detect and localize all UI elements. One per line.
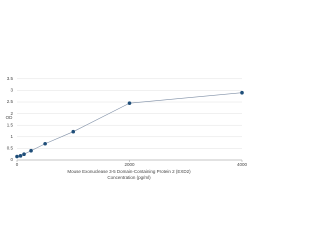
point [29, 148, 33, 153]
point [43, 141, 47, 146]
y-tick-label: 2.5 [7, 99, 14, 104]
point [71, 129, 76, 134]
x-tick-label: 4000 [237, 162, 248, 167]
x-tick-label: 0 [16, 162, 19, 167]
point [22, 152, 26, 156]
y-tick-label: 0 [10, 157, 13, 162]
x-axis-label: Mouse Exonuclease 3-5 Domain-Containing … [67, 169, 191, 174]
y-tick-label: 1.5 [7, 122, 14, 127]
y-tick-label: 1 [10, 134, 13, 139]
point [127, 101, 132, 105]
point [240, 90, 244, 95]
y-tick-label: 0.5 [7, 146, 14, 151]
y-tick-label: 3 [10, 88, 13, 93]
chart: OD Mouse Exonuclease 3-5 Domain-Containi… [6, 76, 248, 180]
x-axis-label: Concentration (pg/ml) [107, 175, 151, 180]
x-tick-label: 2000 [124, 162, 135, 167]
point [18, 154, 23, 158]
y-axis-label: OD [6, 115, 14, 120]
page: {"chart_data": {"type": "line", "x_label… [5, 75, 248, 181]
point [15, 154, 19, 159]
y-tick-label: 3.5 [7, 76, 14, 81]
y-tick-label: 2 [10, 111, 13, 116]
